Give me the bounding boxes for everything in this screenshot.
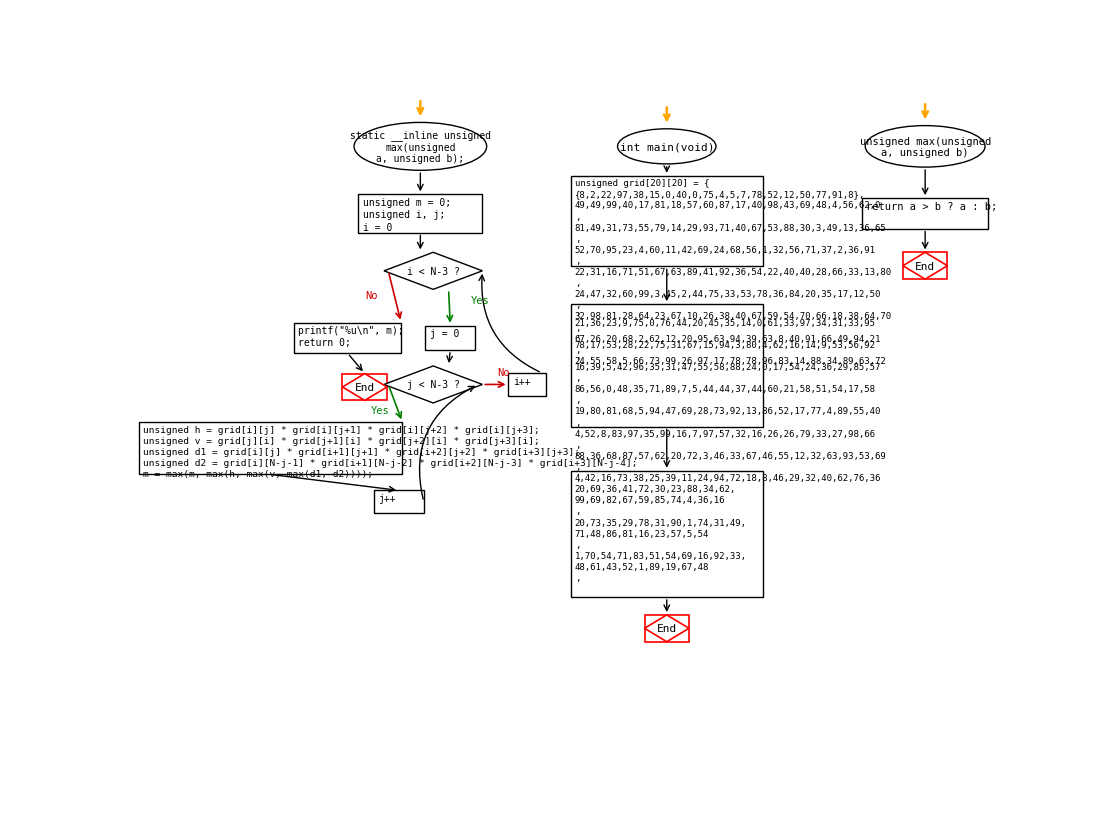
Bar (571, 471, 763, 597)
Text: j < N-3 ?: j < N-3 ? (406, 380, 459, 390)
Text: unsigned max(unsigned
a, unsigned b): unsigned max(unsigned a, unsigned b) (860, 137, 990, 158)
Bar (862, 199, 988, 229)
Text: No: No (498, 368, 510, 378)
Polygon shape (384, 253, 482, 290)
Bar (294, 323, 401, 354)
Text: j = 0: j = 0 (429, 329, 459, 339)
Text: printf("%u\n", m);
return 0;: printf("%u\n", m); return 0; (298, 325, 404, 348)
Text: End: End (657, 623, 677, 633)
Bar (425, 326, 475, 350)
Polygon shape (903, 253, 947, 280)
Bar (342, 374, 388, 401)
Text: End: End (354, 383, 375, 392)
Bar (571, 176, 763, 267)
Text: unsigned grid[20][20] = {
{8,2,22,97,38,15,0,40,0,75,4,5,7,78,52,12,50,77,91,8},: unsigned grid[20][20] = { {8,2,22,97,38,… (575, 179, 892, 365)
Text: ,
21,36,23,9,75,0,76,44,20,45,35,14,0,61,33,97,34,31,33,95
,
78,17,53,28,22,75,3: , 21,36,23,9,75,0,76,44,20,45,35,14,0,61… (575, 307, 887, 483)
Polygon shape (645, 615, 689, 642)
Ellipse shape (617, 130, 716, 165)
Ellipse shape (354, 123, 487, 171)
Text: End: End (915, 262, 935, 272)
Bar (374, 491, 424, 513)
Text: unsigned m = 0;
unsigned i, j;
i = 0: unsigned m = 0; unsigned i, j; i = 0 (362, 198, 450, 233)
Text: i < N-3 ?: i < N-3 ? (406, 267, 459, 277)
Text: Yes: Yes (370, 406, 389, 416)
Text: unsigned h = grid[i][j] * grid[i][j+1] * grid[i][j+2] * grid[i][j+3];
unsigned v: unsigned h = grid[i][j] * grid[i][j+1] *… (144, 425, 638, 479)
Polygon shape (384, 367, 482, 403)
Bar (903, 253, 947, 280)
Text: i++: i++ (512, 376, 530, 386)
Text: int main(void): int main(void) (619, 142, 714, 152)
Text: j++: j++ (379, 493, 396, 503)
Bar (509, 373, 546, 397)
Bar (139, 422, 402, 475)
Text: static __inline unsigned
max(unsigned
a, unsigned b);: static __inline unsigned max(unsigned a,… (350, 130, 491, 164)
Text: ,
20,69,36,41,72,30,23,88,34,62,
99,69,82,67,59,85,74,4,36,16
,
20,73,35,29,78,3: , 20,69,36,41,72,30,23,88,34,62, 99,69,8… (575, 474, 746, 582)
Polygon shape (342, 374, 388, 401)
Ellipse shape (866, 127, 985, 168)
Bar (645, 615, 689, 642)
Text: No: No (365, 291, 378, 301)
Bar (571, 305, 763, 427)
Bar (359, 195, 482, 233)
Text: Yes: Yes (471, 296, 489, 306)
Text: return a > b ? a : b;: return a > b ? a : b; (867, 201, 997, 211)
